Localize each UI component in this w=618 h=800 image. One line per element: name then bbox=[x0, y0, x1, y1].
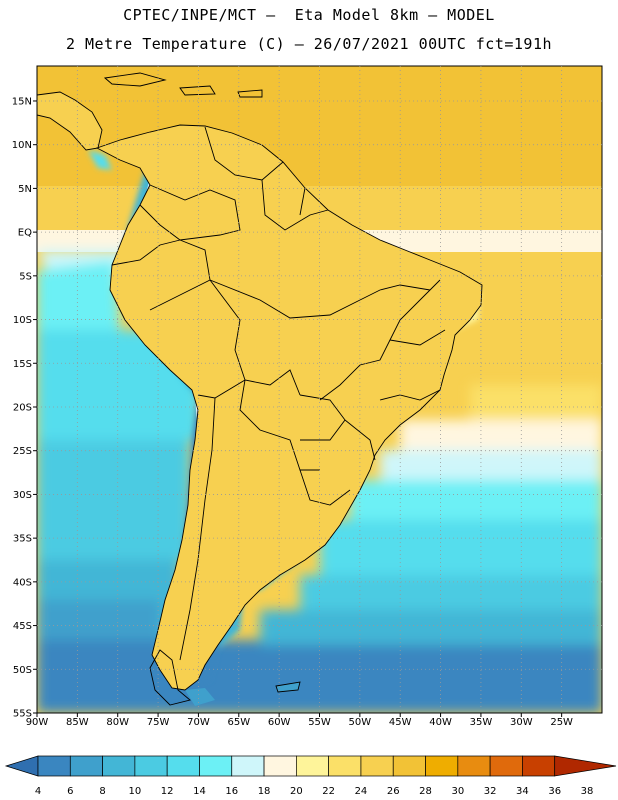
lon-label: 55W bbox=[308, 717, 331, 728]
colorbar-swatch bbox=[392, 755, 426, 777]
lat-label: EQ bbox=[18, 228, 32, 239]
map-field bbox=[37, 66, 602, 713]
lat-label: 5N bbox=[18, 184, 32, 195]
colorbar-labels: 4 6 8 10 12 14 16 18 20 22 24 26 28 30 32 34 36 38 bbox=[35, 786, 594, 797]
lon-label: 65W bbox=[227, 717, 250, 728]
lat-label: 55S bbox=[13, 709, 32, 720]
lat-label: 5S bbox=[19, 271, 32, 282]
longitude-labels: 90W 85W 80W 75W 70W 65W 60W 55W 50W 45W 40W 35W 30W 2… bbox=[26, 717, 573, 728]
colorbar-label: 20 bbox=[290, 786, 303, 797]
colorbar-swatch bbox=[134, 755, 168, 777]
title-line-1: CPTEC/INPE/MCT – Eta Model 8km – MODEL bbox=[123, 6, 495, 24]
colorbar-arrow-right bbox=[554, 755, 617, 777]
lon-label: 85W bbox=[66, 717, 89, 728]
colorbar-label: 18 bbox=[258, 786, 271, 797]
colorbar-label: 28 bbox=[419, 786, 432, 797]
lon-label: 80W bbox=[106, 717, 129, 728]
colorbar-label: 8 bbox=[99, 786, 105, 797]
gridlines bbox=[33, 66, 602, 717]
colorbar bbox=[4, 755, 617, 777]
borders bbox=[37, 72, 483, 706]
lon-label: 35W bbox=[470, 717, 493, 728]
colorbar-label: 34 bbox=[516, 786, 529, 797]
colorbar-swatch bbox=[199, 755, 233, 777]
lon-label: 70W bbox=[187, 717, 210, 728]
colorbar-swatch bbox=[102, 755, 136, 777]
colorbar-label: 38 bbox=[581, 786, 594, 797]
lat-label: 35S bbox=[13, 534, 32, 545]
colorbar-label: 4 bbox=[35, 786, 41, 797]
colorbar-swatch bbox=[166, 755, 200, 777]
lon-label: 75W bbox=[147, 717, 170, 728]
colorbar-label: 6 bbox=[67, 786, 73, 797]
colorbar-label: 14 bbox=[193, 786, 206, 797]
colorbar-arrow-left bbox=[4, 755, 39, 777]
falklands-land bbox=[276, 682, 300, 692]
lat-label: 15S bbox=[13, 359, 32, 370]
lon-label: 45W bbox=[389, 717, 412, 728]
lat-label: 20S bbox=[13, 402, 32, 413]
lat-label: 45S bbox=[13, 621, 32, 632]
lat-label: 50S bbox=[13, 665, 32, 676]
colorbar-swatch bbox=[425, 755, 459, 777]
colorbar-label: 22 bbox=[322, 786, 335, 797]
lon-label: 60W bbox=[268, 717, 291, 728]
lon-label: 30W bbox=[510, 717, 533, 728]
lon-label: 90W bbox=[26, 717, 49, 728]
colorbar-swatch bbox=[522, 755, 556, 777]
colorbar-label: 36 bbox=[548, 786, 561, 797]
colorbar-label: 26 bbox=[387, 786, 400, 797]
lon-label: 25W bbox=[550, 717, 573, 728]
lon-label: 50W bbox=[349, 717, 372, 728]
colorbar-label: 24 bbox=[355, 786, 368, 797]
lat-label: 10S bbox=[13, 315, 32, 326]
lon-label: 40W bbox=[429, 717, 452, 728]
colorbar-swatch bbox=[360, 755, 394, 777]
central-america-land bbox=[37, 92, 102, 150]
lat-label: 10N bbox=[12, 140, 32, 151]
colorbar-label: 10 bbox=[129, 786, 142, 797]
lat-label: 40S bbox=[13, 577, 32, 588]
colorbar-swatch bbox=[489, 755, 523, 777]
colorbar-swatch bbox=[457, 755, 491, 777]
colorbar-swatch bbox=[328, 755, 362, 777]
colorbar-label: 30 bbox=[451, 786, 464, 797]
lat-label: 15N bbox=[12, 96, 32, 107]
colorbar-swatch bbox=[37, 755, 71, 777]
colorbar-label: 12 bbox=[161, 786, 174, 797]
colorbar-swatch bbox=[69, 755, 103, 777]
lat-label: 30S bbox=[13, 490, 32, 501]
lat-label: 25S bbox=[13, 446, 32, 457]
title-line-2: 2 Metre Temperature (C) – 26/07/2021 00U… bbox=[65, 35, 553, 53]
latitude-labels: 15N 10N 5N EQ 5S 10S 15S 20S 25S 30S 35S 40S 45S 50S 5… bbox=[12, 96, 32, 719]
colorbar-label: 16 bbox=[225, 786, 238, 797]
colorbar-swatch bbox=[296, 755, 329, 777]
colorbar-swatch bbox=[263, 755, 297, 777]
colorbar-label: 32 bbox=[484, 786, 497, 797]
colorbar-swatch bbox=[231, 755, 265, 777]
